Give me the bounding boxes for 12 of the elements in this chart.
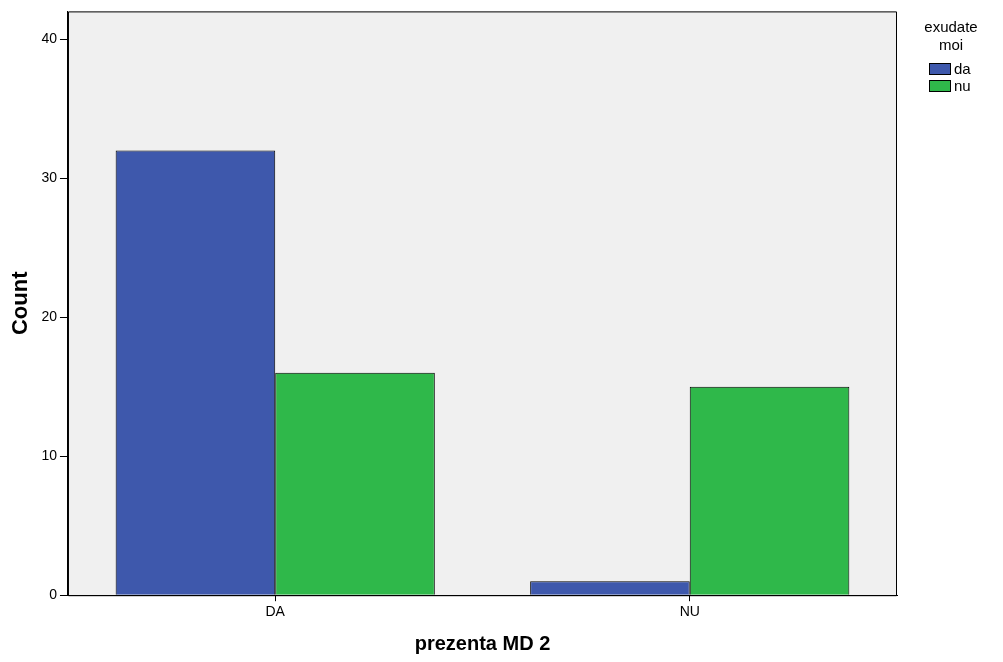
legend-label: nu bbox=[954, 77, 971, 94]
y-tick-label: 40 bbox=[41, 30, 58, 47]
y-tick-label: 0 bbox=[49, 586, 58, 603]
x-axis-title: prezenta MD 2 bbox=[414, 631, 551, 654]
y-tick-label: 20 bbox=[41, 308, 58, 325]
y-axis-title: Count bbox=[7, 270, 33, 336]
legend-label: da bbox=[954, 60, 971, 77]
y-tick-label: 10 bbox=[41, 447, 58, 464]
x-tick-label: DA bbox=[265, 603, 286, 620]
x-tick-label: NU bbox=[679, 603, 700, 620]
y-tick-label: 30 bbox=[41, 169, 58, 186]
legend-title: exudate moi bbox=[923, 18, 979, 54]
